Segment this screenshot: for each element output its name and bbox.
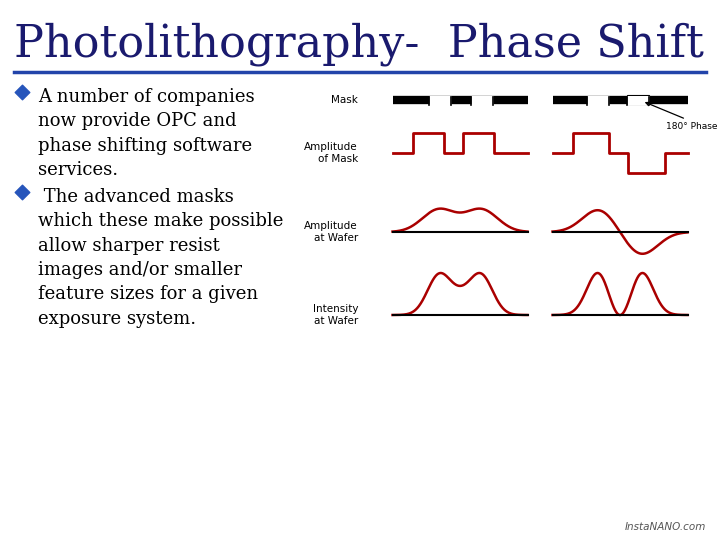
Text: Intensity
at Wafer: Intensity at Wafer: [312, 304, 358, 326]
Text: 180° Phase Shift: 180° Phase Shift: [646, 102, 720, 131]
Text: InstaNANO.com: InstaNANO.com: [625, 522, 706, 532]
Text: Photolithography-  Phase Shift Masks: Photolithography- Phase Shift Masks: [14, 22, 720, 66]
Point: [17, 188, 28, 197]
Text: Amplitude
of Mask: Amplitude of Mask: [305, 142, 358, 164]
Text: Mask: Mask: [331, 95, 358, 105]
Point: [17, 87, 28, 96]
Text: Amplitude
at Wafer: Amplitude at Wafer: [305, 221, 358, 243]
Bar: [627, 95, 649, 104]
Text: A number of companies
now provide OPC and
phase shifting software
services.: A number of companies now provide OPC an…: [38, 88, 255, 179]
Text: The advanced masks
which these make possible
allow sharper resist
images and/or : The advanced masks which these make poss…: [38, 188, 284, 327]
